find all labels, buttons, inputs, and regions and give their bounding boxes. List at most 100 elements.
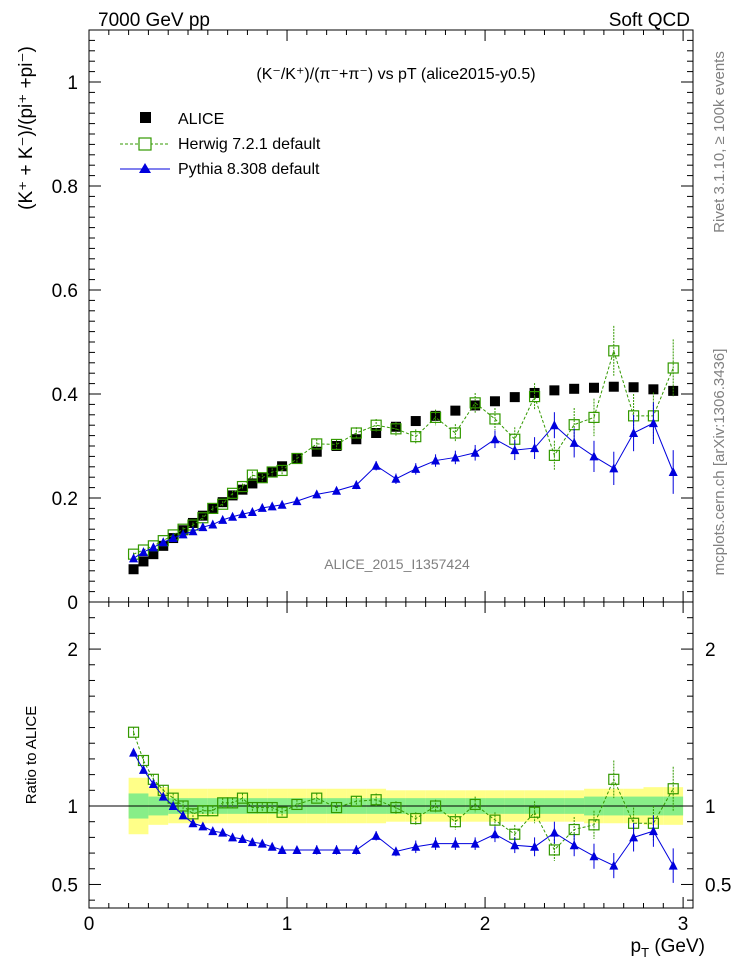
x-tick-label: 0	[84, 914, 95, 935]
herwig-ratio-point	[667, 783, 679, 795]
pythia-ratio-point	[530, 841, 540, 851]
pythia-ratio-point	[148, 779, 158, 789]
alice-point	[247, 478, 258, 489]
alice-point	[410, 416, 421, 427]
y-tick-label-right: 2	[705, 640, 716, 661]
alice-point	[138, 556, 149, 567]
y-tick-label: 0.8	[52, 177, 78, 198]
pythia-point	[277, 499, 287, 509]
herwig-point	[469, 397, 481, 409]
herwig-ratio-point	[548, 844, 560, 856]
alice-point	[588, 382, 599, 393]
herwig-ratio-point	[608, 773, 620, 785]
pythia-ratio-point	[411, 841, 421, 851]
herwig-ratio-point	[489, 814, 501, 826]
alice-point	[450, 405, 461, 416]
alice-point	[608, 381, 619, 392]
y-tick-label: 0	[67, 593, 78, 614]
pythia-point	[629, 428, 639, 437]
herwig-point	[217, 498, 229, 510]
herwig-ratio-line	[133, 732, 674, 851]
ratio-frame	[88, 601, 694, 909]
pythia-ratio-point	[188, 818, 198, 828]
herwig-point	[410, 431, 422, 443]
pythia-ratio-point	[228, 832, 238, 842]
pythia-ratio-point	[178, 810, 188, 820]
main-panel: 0 0.2 0.4 0.6 0.8 1 (K⁻/K⁺)/(π⁻+π⁻) vs pT (al…	[16, 29, 694, 614]
pythia-point	[648, 418, 658, 428]
herwig-ratio-point	[588, 819, 600, 831]
pythia-point	[411, 463, 421, 473]
pythia-point	[510, 445, 520, 455]
y-tick-label-right: 0.5	[705, 875, 731, 896]
alice-point	[311, 446, 322, 457]
herwig-line	[133, 349, 674, 555]
pythia-ratio-point	[609, 860, 619, 870]
pythia-point	[247, 507, 257, 517]
pythia-point	[371, 460, 381, 470]
header-left-label: 7000 GeV pp	[98, 10, 210, 31]
pythia-point	[228, 511, 238, 521]
y-tick-label: 0.2	[52, 489, 78, 510]
herwig-point	[236, 480, 249, 493]
pythia-ratio-point	[168, 801, 178, 810]
herwig-point	[330, 438, 343, 451]
pythia-ratio-point	[490, 829, 500, 839]
pythia-point	[257, 502, 267, 512]
alice-point	[351, 434, 362, 445]
herwig-point	[548, 449, 560, 461]
mcplots-label: mcplots.cern.ch [arXiv:1306.3436]	[711, 349, 728, 576]
pythia-point	[490, 434, 500, 444]
pythia-ratio-point	[351, 844, 361, 854]
herwig-point	[370, 419, 382, 431]
herwig-point	[276, 464, 288, 477]
pythia-ratio-point	[158, 791, 168, 801]
pythia-ratio-point	[332, 844, 342, 854]
herwig-ratio-point	[350, 795, 362, 807]
herwig-point	[449, 427, 461, 439]
herwig-ratio-point	[370, 794, 382, 806]
alice-point	[128, 564, 139, 575]
herwig-ratio-point	[449, 816, 461, 828]
herwig-ratio-point	[429, 800, 442, 812]
pythia-point	[138, 547, 148, 557]
pythia-ratio-point	[589, 851, 599, 861]
pythia-point	[332, 485, 342, 495]
pythia-point	[168, 533, 178, 543]
pythia-ratio-point	[549, 827, 559, 837]
main-title: (K⁻/K⁺)/(π⁻+π⁻) vs pT (alice2015-y0.5)	[256, 66, 535, 83]
pythia-point	[218, 514, 228, 524]
legend-pythia-marker	[139, 163, 151, 173]
pythia-ratio-point	[312, 844, 322, 854]
y-tick-label: 1	[67, 797, 78, 818]
ratio-ylabel: Ratio to ALICE	[23, 706, 40, 804]
legend-pythia-label: Pythia 8.308 default	[178, 161, 320, 178]
herwig-point	[311, 438, 323, 450]
pythia-ratio-point	[431, 838, 441, 848]
herwig-ratio-point	[127, 726, 140, 738]
pythia-point	[129, 553, 139, 563]
alice-point	[569, 383, 580, 394]
herwig-ratio-point	[207, 805, 219, 817]
pythia-point	[198, 522, 208, 532]
pythia-ratio-point	[470, 838, 480, 848]
pythia-ratio-point	[208, 826, 218, 836]
herwig-ratio-point	[276, 806, 288, 818]
x-tick-label: 3	[678, 914, 689, 935]
y-tick-label: 2	[67, 640, 78, 661]
pythia-ratio-point	[218, 827, 228, 837]
herwig-ratio-point	[291, 798, 303, 811]
pythia-point	[178, 529, 188, 539]
pythia-ratio-point	[668, 860, 678, 870]
pythia-point	[589, 451, 599, 461]
pythia-point	[391, 473, 401, 483]
pythia-ratio-point	[371, 830, 381, 840]
herwig-ratio-point	[528, 806, 541, 818]
pythia-point	[609, 463, 619, 473]
pythia-point	[188, 526, 198, 536]
pythia-point	[668, 467, 678, 476]
pythia-point	[292, 496, 302, 506]
header-right-label: Soft QCD	[609, 10, 690, 31]
pythia-ratio-point	[648, 826, 658, 836]
ratio-xlabel: pT (GeV)	[631, 936, 705, 960]
